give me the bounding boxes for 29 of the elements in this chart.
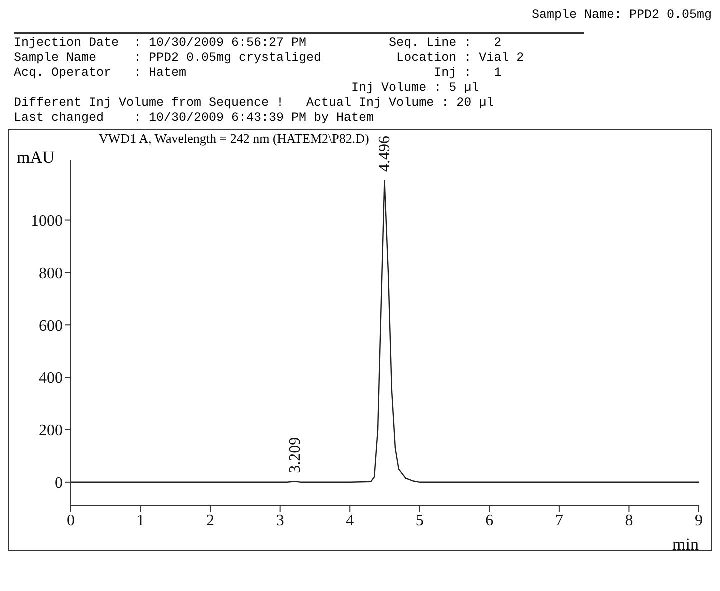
x-tick-label: 3: [276, 512, 284, 530]
x-tick-label: 7: [555, 512, 564, 530]
x-tick-label: 4: [346, 512, 354, 530]
x-axis-title: min: [672, 535, 700, 554]
y-tick-label: 200: [39, 422, 63, 440]
text: Injection Date : 10/30/2009 6:56:27 PM Seq. Line : 2: [14, 36, 503, 51]
text: Last changed : 10/30/2009 6:43:39 PM by Hatem: [14, 111, 376, 126]
y-tick-label: 800: [39, 265, 63, 282]
annotation: 3.209: [286, 437, 304, 474]
x-tick-label: 8: [625, 512, 634, 530]
y-tick-label: 1000: [31, 212, 63, 230]
y-axis-title: mAU: [17, 148, 55, 168]
text: Different Inj Volume from Sequence ! Actual Inj Volume : 20 µl: [14, 96, 496, 111]
chart-title: VWD1 A, Wavelength = 242 nm (HATEM2\P82.D): [99, 131, 370, 147]
x-tick-label: 6: [486, 512, 494, 530]
annotation: 4.496: [376, 136, 394, 172]
text: Sample Name: PPD2 0.05mg: [530, 8, 712, 22]
x-tick-label: 0: [67, 512, 75, 530]
line-series: [71, 180, 699, 484]
text: Acq. Operator : Hatem Inj : 1: [14, 66, 503, 81]
x-tick-label: 1: [136, 512, 145, 530]
y-tick-label: 400: [39, 370, 63, 388]
y-tick-label: 600: [39, 318, 63, 335]
text: Sample Name : PPD2 0.05mg crystaliged Location : Vial 2: [14, 51, 526, 66]
y-tick-label: 0: [55, 475, 63, 492]
x-tick-label: 2: [206, 512, 215, 530]
x-tick-label: 9: [695, 512, 703, 530]
x-tick-label: 5: [416, 512, 424, 530]
text: Inj Volume : 5 µl: [350, 81, 480, 96]
